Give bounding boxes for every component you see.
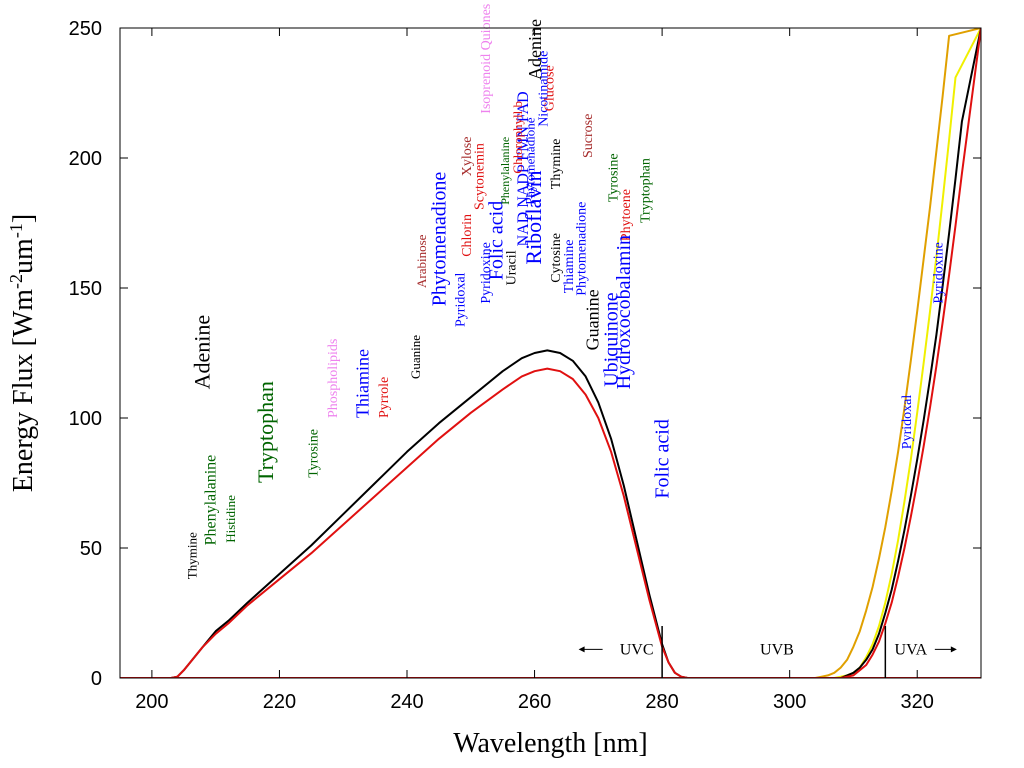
molecule-label: Pyrrole xyxy=(377,377,392,418)
y-axis-title: Energy Flux [Wm-2um-1] xyxy=(6,214,39,492)
molecule-label: Guanine xyxy=(408,335,423,379)
molecule-label: Phytomenadione xyxy=(575,202,590,296)
molecule-label: Thymine xyxy=(185,532,200,579)
series-line-6 xyxy=(120,28,981,678)
molecule-label: Uracil xyxy=(504,250,519,285)
bands-layer: UVC UVB UVA xyxy=(578,626,957,678)
molecule-label: Thiamine xyxy=(353,349,373,418)
x-tick-label: 220 xyxy=(263,691,296,713)
molecule-label: Adenine xyxy=(189,315,214,390)
band-label-uvc: UVC xyxy=(620,641,654,658)
molecule-label: Sucrose xyxy=(581,114,596,158)
molecule-label: Thymine xyxy=(549,139,564,190)
molecule-label: NAD NADP FMN FAD xyxy=(515,91,532,246)
series-line-3 xyxy=(120,28,981,678)
y-tick-label: 250 xyxy=(69,18,102,40)
molecule-label: Phenylalanine xyxy=(203,455,220,546)
molecule-label: Folic acid xyxy=(486,201,508,280)
x-tick-label: 300 xyxy=(773,691,806,713)
y-tick-label: 150 xyxy=(69,278,102,300)
band-label-uvb: UVB xyxy=(760,641,794,658)
molecule-label: Xylose xyxy=(460,137,475,177)
band-arrowhead xyxy=(578,646,585,653)
x-tick-label: 260 xyxy=(518,691,551,713)
molecule-label: Chlorophyll b xyxy=(510,101,525,174)
ticks-layer: 200 220 240 260 280 300 320 0 50 100 150 200 250 xyxy=(69,18,981,713)
molecule-label: Tryptophan xyxy=(638,158,653,223)
molecule-label: Phytoene xyxy=(619,189,634,241)
molecule-label: Riboflavin xyxy=(521,170,546,264)
molecule-label: Pyridoxal xyxy=(453,272,468,327)
molecule-label: Isoprenoid Quiones xyxy=(479,4,494,114)
x-axis-title: Wavelength [nm] xyxy=(453,728,647,759)
molecule-label: Tyrosine xyxy=(607,153,622,202)
plot-frame xyxy=(119,27,982,679)
molecule-label: Arabinose xyxy=(414,234,429,288)
molecule-label: Chlorin xyxy=(460,214,475,257)
x-tick-label: 200 xyxy=(135,691,168,713)
x-tick-label: 280 xyxy=(645,691,678,713)
series-line-2 xyxy=(120,367,981,678)
molecule-label: Guanine xyxy=(582,289,602,350)
band-arrowhead xyxy=(950,646,957,653)
molecule-label: Folic acid xyxy=(652,419,674,498)
molecule-label: Phenylalanine xyxy=(498,137,512,205)
molecule-label: Pyridoxine xyxy=(932,242,947,303)
molecule-label: Ubiquinone xyxy=(601,292,623,387)
y-tick-label: 100 xyxy=(69,408,102,430)
molecule-label: Phytomenadione xyxy=(428,172,450,307)
molecule-label: Phytomenadione xyxy=(523,117,538,205)
molecule-label: Pyridoxine xyxy=(479,242,494,303)
molecule-label: Hydroxocobalamin xyxy=(613,235,635,389)
molecule-label: Glucose xyxy=(543,65,558,111)
molecule-label: Tyrosine xyxy=(307,429,322,478)
molecule-label: Histidine xyxy=(223,495,238,543)
molecule-label: Cytosine xyxy=(549,233,564,283)
molecule-label: Pyridoxal xyxy=(900,395,915,450)
molecule-label: Nicotinamide xyxy=(536,51,551,127)
series-line-5 xyxy=(120,28,981,678)
curves-layer xyxy=(120,28,981,678)
molecule-label: Scytonemin xyxy=(473,143,488,210)
molecule-label: Adenine xyxy=(525,19,545,80)
molecule-label: Phospholipids xyxy=(326,339,341,418)
molecule-label: Tryptophan xyxy=(253,381,278,483)
molecule-label: Thiamine xyxy=(562,240,577,294)
y-tick-label: 50 xyxy=(80,538,102,560)
band-label-uva: UVA xyxy=(895,641,928,658)
y-tick-label: 0 xyxy=(91,668,102,690)
y-tick-label: 200 xyxy=(69,148,102,170)
x-tick-label: 320 xyxy=(901,691,934,713)
x-tick-label: 240 xyxy=(390,691,423,713)
